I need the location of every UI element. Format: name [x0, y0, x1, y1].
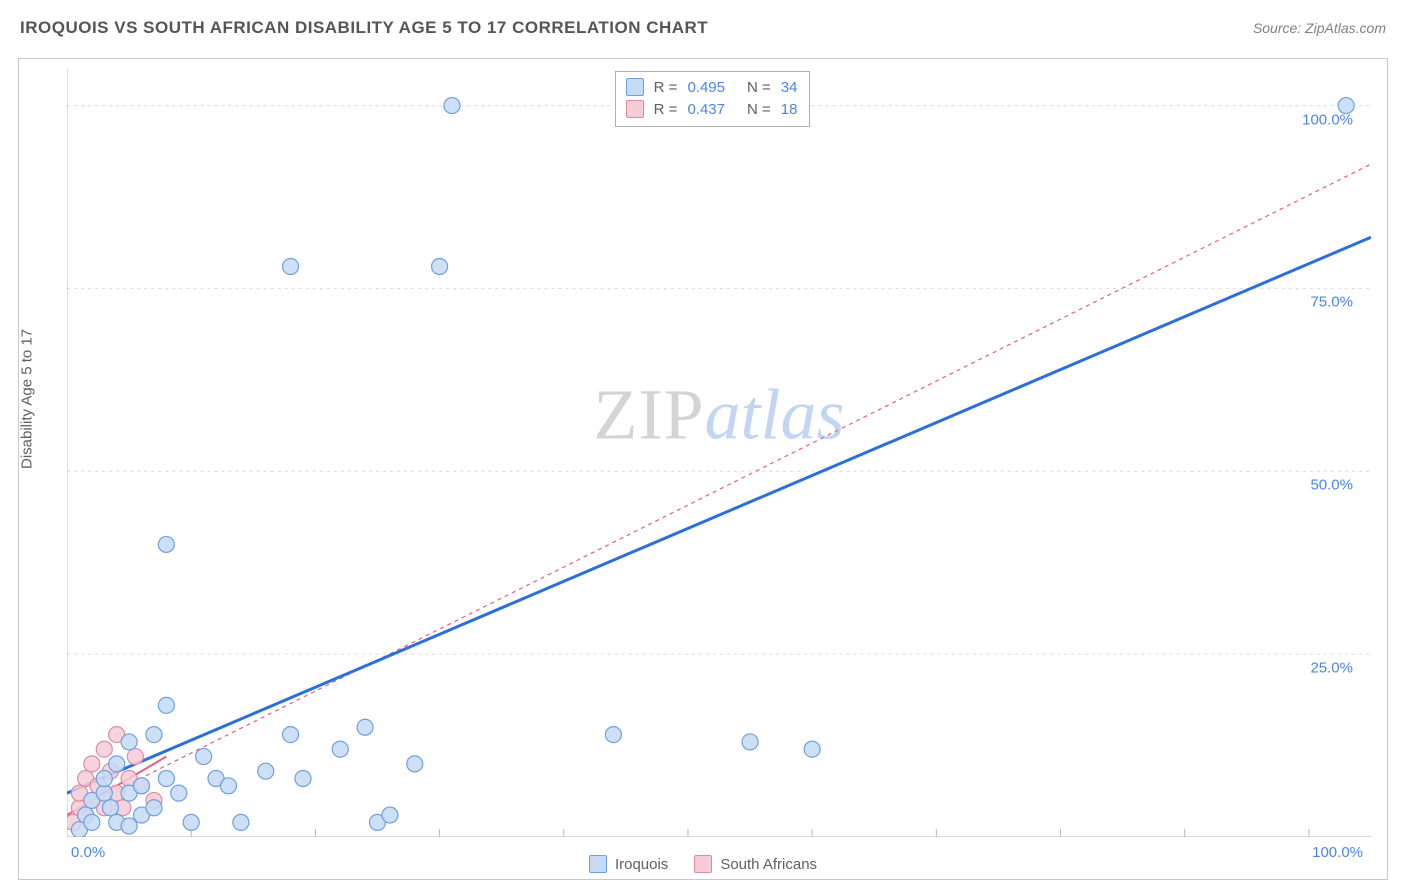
legend-label: South Africans	[720, 856, 817, 873]
y-tick-label: 50.0%	[1310, 477, 1353, 494]
stat-n-value: 34	[781, 79, 798, 96]
stat-r-label: R =	[654, 101, 678, 118]
y-tick-label: 75.0%	[1310, 294, 1353, 311]
stat-n-label: N =	[747, 101, 771, 118]
stat-n-label: N =	[747, 79, 771, 96]
y-tick-label: 100.0%	[1302, 111, 1353, 128]
stat-swatch	[626, 100, 644, 118]
legend-item: South Africans	[694, 855, 817, 873]
y-tick-label: 25.0%	[1310, 660, 1353, 677]
chart-container: Disability Age 5 to 17 ZIPatlas R = 0.49…	[18, 58, 1388, 880]
stat-n-value: 18	[781, 101, 798, 118]
legend-item: Iroquois	[589, 855, 668, 873]
stat-r-value: 0.495	[687, 79, 725, 96]
stat-r-value: 0.437	[687, 101, 725, 118]
stat-row: R = 0.495 N = 34	[626, 76, 798, 98]
stat-r-label: R =	[654, 79, 678, 96]
plot-area: ZIPatlas R = 0.495N = 34R = 0.437N = 18 …	[67, 69, 1371, 837]
chart-header: IROQUOIS VS SOUTH AFRICAN DISABILITY AGE…	[20, 18, 1386, 38]
stat-row: R = 0.437 N = 18	[626, 98, 798, 120]
chart-source: Source: ZipAtlas.com	[1253, 20, 1386, 36]
correlation-stats-box: R = 0.495 N = 34 R = 0.437 N = 18	[615, 71, 811, 127]
stat-swatch	[626, 78, 644, 96]
legend-label: Iroquois	[615, 856, 668, 873]
bottom-legend: Iroquois South Africans	[19, 855, 1387, 873]
y-axis-label: Disability Age 5 to 17	[19, 329, 36, 469]
chart-title: IROQUOIS VS SOUTH AFRICAN DISABILITY AGE…	[20, 18, 708, 38]
legend-swatch	[589, 855, 607, 873]
legend-swatch	[694, 855, 712, 873]
scatter-svg	[67, 69, 1371, 837]
